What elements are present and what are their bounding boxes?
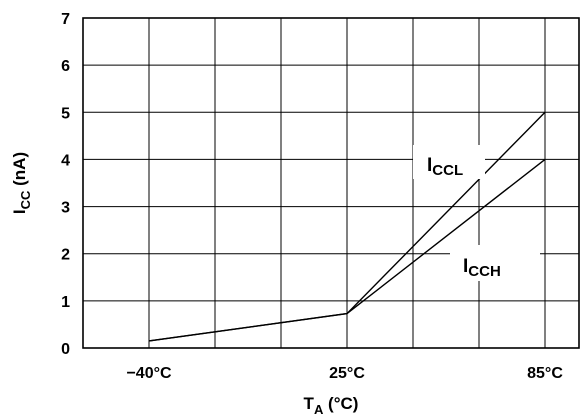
- x-tick-labels: −40°C 25°C 85°C: [126, 365, 563, 382]
- series-label-icch: ICCH: [463, 256, 501, 280]
- series-label-bg: [450, 245, 540, 281]
- grid-lines: [83, 18, 579, 348]
- y-tick-label: 6: [61, 58, 70, 75]
- y-tick-label: 1: [61, 294, 70, 311]
- x-tick-label: −40°C: [126, 365, 172, 382]
- series-lines: [148, 111, 546, 342]
- plot-frame: [82, 17, 580, 349]
- x-tick-label: 85°C: [527, 365, 563, 382]
- y-tick-label: 4: [61, 152, 70, 169]
- y-tick-label: 5: [61, 105, 70, 122]
- x-axis-title: TA (°C): [304, 394, 359, 416]
- y-tick-label: 2: [61, 247, 70, 264]
- series-labels: ICCL ICCH: [413, 145, 540, 281]
- y-tick-label: 3: [61, 200, 70, 217]
- y-axis-title: ICC (nA): [10, 152, 33, 214]
- y-tick-labels: 0 1 2 3 4 5 6 7: [61, 11, 70, 358]
- series-line-icch: [148, 158, 546, 342]
- y-tick-label: 0: [61, 341, 70, 358]
- x-tick-label: 25°C: [329, 365, 365, 382]
- series-label-iccl: ICCL: [427, 155, 463, 179]
- y-tick-label: 7: [61, 11, 70, 28]
- series-label-bg: [413, 145, 485, 179]
